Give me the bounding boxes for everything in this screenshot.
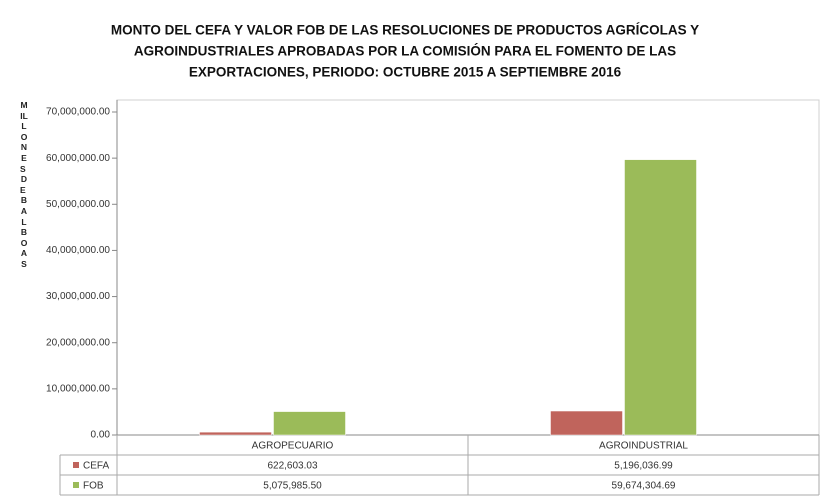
y-tick-label: 0.00 <box>91 430 111 441</box>
legend-swatch <box>73 462 79 468</box>
bar <box>199 431 272 436</box>
y-tick-label: 70,000,000.00 <box>46 107 110 118</box>
y-tick-label: 40,000,000.00 <box>46 245 110 256</box>
bar <box>624 159 697 436</box>
legend-swatch <box>73 482 79 488</box>
y-tick-label: 20,000,000.00 <box>46 337 110 348</box>
plot-border <box>116 99 820 436</box>
y-tick-label: 10,000,000.00 <box>46 383 110 394</box>
y-tick-label: 60,000,000.00 <box>46 153 110 164</box>
table-cell: 5,075,985.50 <box>263 481 322 492</box>
chart-title: MONTO DEL CEFA Y VALOR FOB DE LAS RESOLU… <box>111 23 699 38</box>
y-tick-label: 50,000,000.00 <box>46 199 110 210</box>
legend-label: CEFA <box>83 461 109 472</box>
chart-title: EXPORTACIONES, PERIODO: OCTUBRE 2015 A S… <box>189 65 622 80</box>
legend-label: FOB <box>83 481 104 492</box>
table-cell: 5,196,036.99 <box>614 461 673 472</box>
x-tick-label: AGROINDUSTRIAL <box>599 441 688 452</box>
bar <box>273 411 346 436</box>
chart-title: AGROINDUSTRIALES APROBADAS POR LA COMISI… <box>134 44 676 59</box>
y-tick-label: 30,000,000.00 <box>46 291 110 302</box>
table-cell: 622,603.03 <box>267 461 317 472</box>
x-tick-label: AGROPECUARIO <box>252 441 334 452</box>
bar <box>550 410 623 436</box>
y-axis-label: MILLONES DE BALBOAS <box>20 100 29 269</box>
table-cell: 59,674,304.69 <box>612 481 676 492</box>
